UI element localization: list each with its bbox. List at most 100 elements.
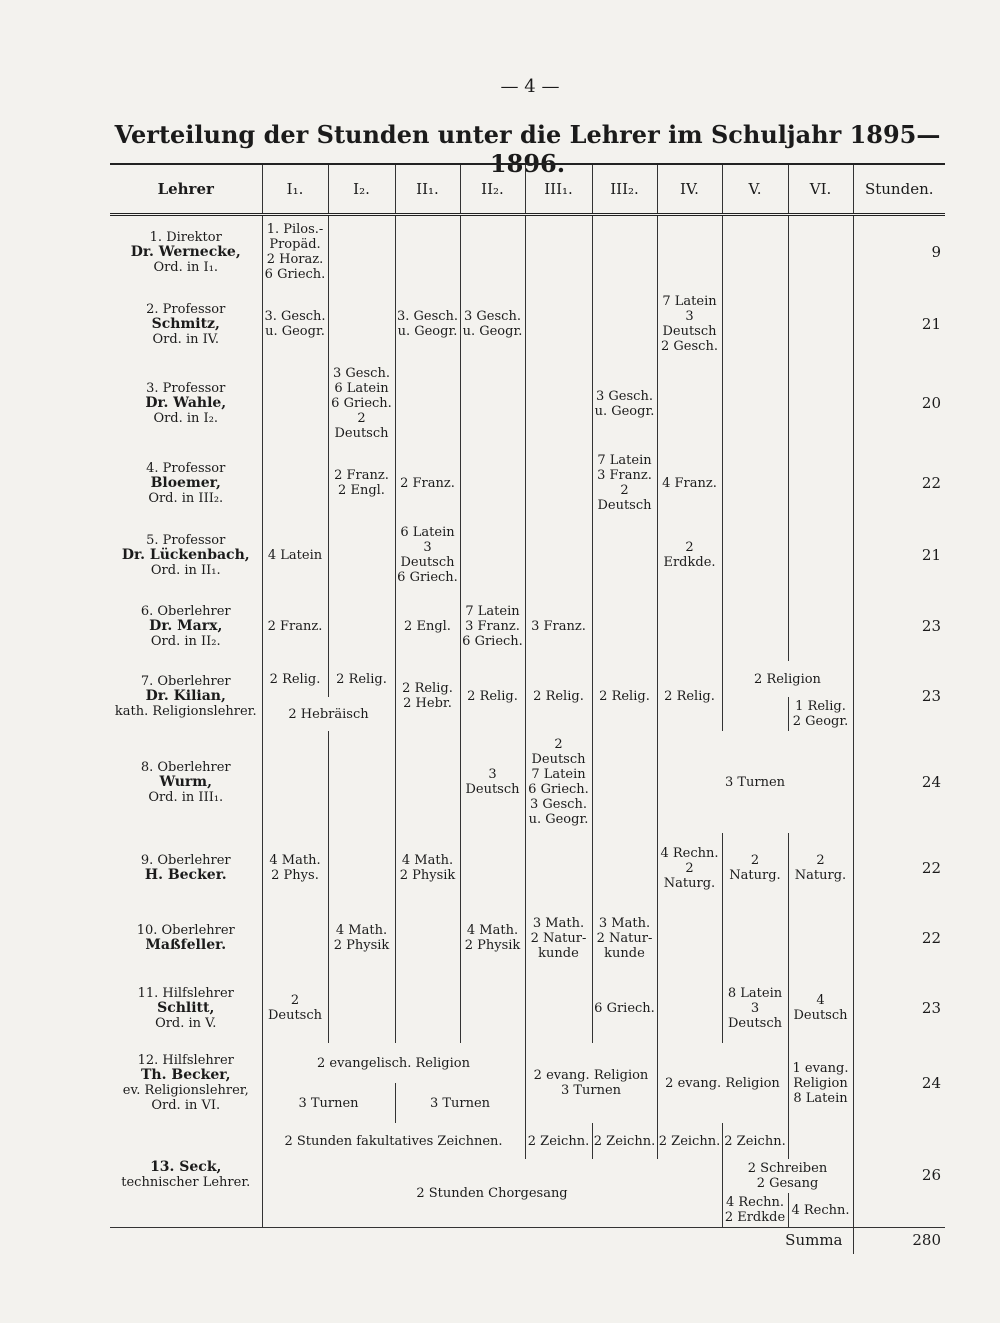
lesson-line: 4 Math. bbox=[269, 853, 321, 868]
cell bbox=[787, 903, 853, 973]
teacher-line: Dr. Wahle, bbox=[145, 395, 227, 411]
teacher-line: Ord. in I₂. bbox=[153, 411, 219, 426]
cell: 6 Griech. bbox=[591, 973, 657, 1043]
cell: 23 bbox=[852, 591, 945, 661]
cell bbox=[459, 214, 525, 288]
teacher-line: Th. Becker, bbox=[141, 1067, 231, 1083]
teacher-line: Dr. Marx, bbox=[149, 617, 223, 634]
lesson-line: 3. Gesch. bbox=[264, 309, 326, 324]
column-header: II₁. bbox=[394, 163, 460, 216]
cell: 22 bbox=[852, 903, 945, 973]
schedule-table: Lehrer I₁. I₂. II₁. II₂. III₁. III₂. IV. V. VI. St… bbox=[110, 163, 945, 1254]
column-header: IV. bbox=[656, 163, 722, 216]
lesson-line: 2 Relig. bbox=[664, 688, 715, 704]
cell: 4 Rechn. 2 Naturg. bbox=[656, 833, 722, 903]
lesson-line: 2 Hebr. bbox=[403, 696, 452, 711]
lesson-line: kunde bbox=[604, 945, 645, 961]
cell bbox=[721, 591, 788, 661]
cell bbox=[327, 214, 395, 288]
cell: 1 Relig. 2 Geogr. bbox=[787, 697, 853, 731]
cell: 1. Direktor Dr. Wernecke, Ord. in I₁. bbox=[110, 215, 262, 289]
cell: 4 Math. 2 Physik bbox=[327, 903, 395, 973]
lesson-line: 2 Deutsch bbox=[334, 411, 389, 441]
column-header: Stunden. bbox=[852, 163, 945, 216]
cell bbox=[656, 903, 722, 973]
cell: 2 Hebräisch bbox=[261, 697, 395, 731]
lesson-line: 4 Math. bbox=[466, 923, 519, 938]
cell bbox=[656, 214, 722, 288]
lesson-line: 6 Latein bbox=[400, 525, 455, 540]
teacher-line: Maßfeller. bbox=[145, 937, 227, 953]
lesson-line: 3 Franz. bbox=[465, 618, 520, 634]
cell bbox=[327, 519, 395, 591]
cell: 2 Relig. bbox=[459, 661, 525, 731]
teacher-line: 5. Professor bbox=[146, 532, 226, 548]
cell: 11. Hilfslehrer Schlitt, Ord. in V. bbox=[110, 973, 262, 1043]
cell: 12. Hilfslehrer Th. Becker, ev. Religionsl… bbox=[110, 1043, 262, 1123]
lesson-line: 2 Erdkde. bbox=[663, 540, 716, 570]
lesson-line: 6 Griech. bbox=[462, 633, 523, 649]
cell: 4. Professor Bloemer, Ord. in III₂. bbox=[110, 447, 262, 519]
cell: 2 Franz. 2 Engl. bbox=[327, 447, 395, 519]
cell: 7. Oberlehrer Dr. Kilian, kath. Religionsl… bbox=[110, 661, 262, 731]
cell: 24 bbox=[852, 731, 945, 833]
lesson-line: 3 Gesch. bbox=[596, 388, 653, 404]
teacher-line: 7. Oberlehrer bbox=[140, 673, 231, 689]
cell: 3 Gesch. u. Geogr. bbox=[459, 288, 525, 360]
lesson-line: 8 Latein bbox=[793, 1090, 848, 1106]
cell: 21 bbox=[852, 519, 945, 591]
cell bbox=[261, 731, 328, 833]
cell bbox=[524, 519, 592, 591]
cell bbox=[394, 731, 460, 833]
teacher-line: Wurm, bbox=[159, 773, 212, 790]
lesson-line: 3 Turnen bbox=[560, 1083, 622, 1098]
lesson-line: 7 Latein bbox=[662, 294, 717, 309]
teacher-line: 4. Professor bbox=[146, 460, 226, 476]
cell bbox=[591, 833, 657, 903]
cell: 2 Relig. bbox=[591, 661, 657, 731]
lesson-line: 2 Physik bbox=[464, 938, 521, 953]
lesson-line: 2 Natur- bbox=[596, 930, 653, 946]
cell: 3 Turnen bbox=[261, 1083, 395, 1123]
lesson-line: 2 Physik bbox=[399, 868, 456, 883]
cell bbox=[524, 214, 592, 288]
cell bbox=[787, 214, 853, 288]
teacher-line: Ord. in VI. bbox=[151, 1098, 221, 1113]
cell bbox=[459, 360, 525, 447]
cell bbox=[524, 447, 592, 519]
teacher-line: Ord. in II₂. bbox=[150, 633, 221, 649]
cell: 2 Zeichn. bbox=[591, 1123, 657, 1159]
teacher-line: 13. Seck, bbox=[150, 1159, 222, 1175]
cell bbox=[787, 288, 853, 360]
cell: 3 Turnen bbox=[656, 731, 853, 833]
lesson-line: 2 Zeichn. bbox=[527, 1133, 590, 1149]
lesson-line: 1 evang. bbox=[792, 1060, 849, 1076]
cell: 9. Oberlehrer H. Becker. bbox=[110, 833, 262, 903]
cell: 2 evangelisch. Religion bbox=[261, 1043, 525, 1083]
cell: 23 bbox=[852, 661, 945, 731]
lesson-line: Religion bbox=[793, 1075, 848, 1091]
teacher-line: Dr. Lückenbach, bbox=[121, 546, 250, 563]
cell bbox=[591, 519, 657, 591]
cell: 21 bbox=[852, 288, 945, 360]
lesson-line: 2 Gesang bbox=[756, 1176, 819, 1191]
cell: 3 Math. 2 Natur-kunde bbox=[591, 903, 657, 973]
cell: 2 Schreiben 2 Gesang bbox=[721, 1159, 853, 1193]
cell bbox=[721, 360, 788, 447]
lesson-line: 2 Zeichn. bbox=[658, 1133, 721, 1149]
lesson-line: 3 Math. bbox=[598, 915, 651, 931]
lesson-line: 2 Relig. bbox=[467, 688, 518, 704]
lesson-line: u. Geogr. bbox=[265, 324, 325, 339]
teacher-line: 11. Hilfslehrer bbox=[137, 985, 234, 1001]
lesson-line: 4 Latein bbox=[267, 547, 323, 563]
page-number: — 4 — bbox=[500, 76, 560, 97]
lesson-line: 2 Phys. bbox=[271, 868, 319, 883]
lesson-line: u. Geogr. bbox=[528, 812, 589, 827]
teacher-line: kath. Religionslehrer. bbox=[114, 703, 257, 719]
cell bbox=[656, 360, 722, 447]
lesson-line: 3 Turnen bbox=[724, 774, 786, 790]
cell: 2. Professor Schmitz, Ord. in IV. bbox=[110, 288, 262, 360]
teacher-line: 1. Direktor bbox=[149, 229, 222, 245]
lesson-line: 2 Naturg. bbox=[663, 860, 716, 891]
